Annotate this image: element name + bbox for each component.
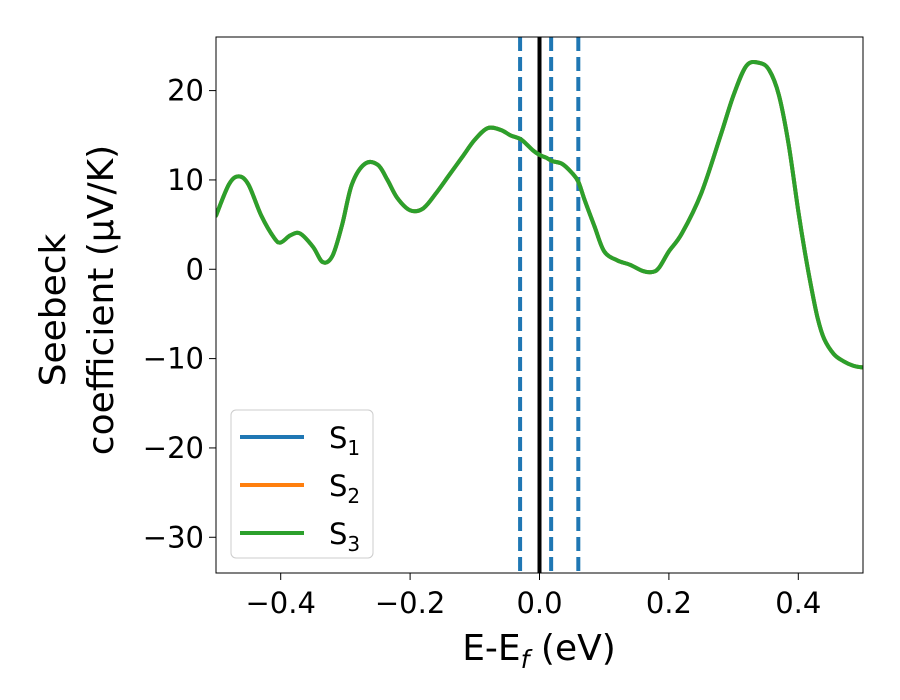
- x-tick-label: 0.0: [516, 586, 562, 620]
- legend-label-3: S3: [329, 517, 360, 556]
- y-tick-label: −30: [143, 520, 204, 554]
- y-axis: −30 −20 −10 0 10 20: [143, 74, 216, 554]
- y-tick-label: 0: [186, 252, 204, 286]
- x-tick-label: 0.4: [775, 586, 821, 620]
- legend: S1 S2 S3: [230, 409, 374, 559]
- y-tick-label: 20: [167, 74, 204, 108]
- x-axis: −0.4 −0.2 0.0 0.2 0.4: [245, 573, 821, 620]
- y-tick-label: −20: [143, 431, 204, 465]
- x-tick-label: −0.2: [375, 586, 445, 620]
- x-tick-label: 0.2: [646, 586, 692, 620]
- x-axis-label: E-Ef (eV): [462, 628, 616, 674]
- y-tick-label: 10: [167, 163, 204, 197]
- series-lines: [216, 59, 863, 370]
- legend-label-2: S2: [329, 469, 360, 508]
- reference-lines: [518, 37, 581, 573]
- series-line-3: [216, 59, 863, 370]
- y-axis-label-line2: coefficient (μV/K): [81, 145, 122, 455]
- legend-label-1: S1: [329, 421, 360, 460]
- x-tick-label: −0.4: [245, 586, 315, 620]
- y-axis-label-line1: Seebeck: [33, 233, 74, 386]
- y-tick-label: −10: [143, 342, 204, 376]
